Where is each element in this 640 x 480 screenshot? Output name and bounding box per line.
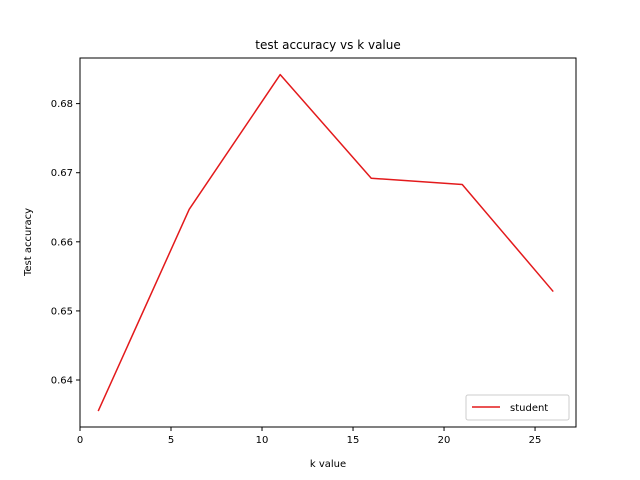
y-tick-label: 0.68 bbox=[51, 99, 73, 110]
y-axis: 0.64 0.65 0.66 0.67 0.68 bbox=[51, 99, 80, 387]
legend-label-student: student bbox=[510, 403, 548, 414]
series-layer bbox=[97, 73, 554, 412]
chart-title: test accuracy vs k value bbox=[255, 38, 401, 52]
x-axis-label: k value bbox=[310, 459, 346, 470]
x-tick-label: 20 bbox=[438, 435, 451, 446]
y-axis-label: Test accuracy bbox=[23, 208, 34, 277]
x-tick-label: 5 bbox=[168, 435, 174, 446]
legend-box bbox=[465, 394, 570, 421]
x-tick-label: 10 bbox=[256, 435, 269, 446]
y-tick-label: 0.64 bbox=[51, 376, 73, 387]
y-tick-label: 0.67 bbox=[51, 168, 73, 179]
legend: student bbox=[465, 394, 570, 421]
plot-area bbox=[79, 57, 577, 428]
x-tick-label: 25 bbox=[529, 435, 542, 446]
y-tick-label: 0.66 bbox=[51, 237, 73, 248]
x-tick-label: 0 bbox=[77, 435, 83, 446]
series-line-student bbox=[97, 73, 554, 412]
x-tick-label: 15 bbox=[347, 435, 360, 446]
y-tick-label: 0.65 bbox=[51, 306, 73, 317]
x-axis: 0 5 10 15 20 25 bbox=[77, 427, 542, 446]
plot-frame bbox=[79, 57, 577, 428]
